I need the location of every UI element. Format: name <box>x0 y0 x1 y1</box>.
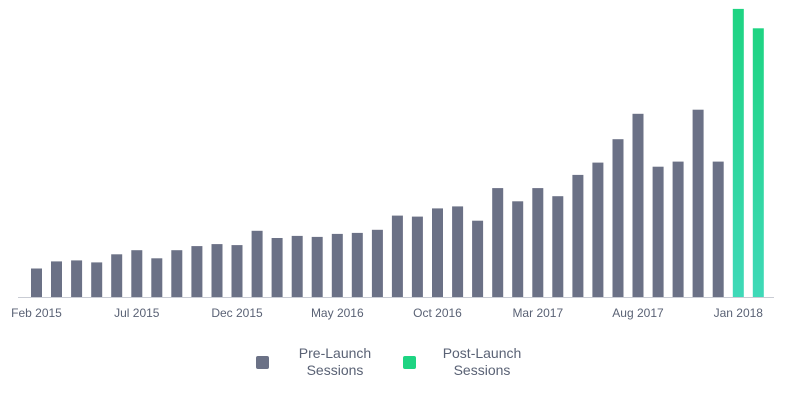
bar-pre-launch-9[interactable] <box>211 244 223 297</box>
bar-pre-launch-2[interactable] <box>71 260 83 297</box>
bar-pre-launch-33[interactable] <box>692 109 704 297</box>
x-axis-ticks: Feb 2015 Jul 2015 Dec 2015 May 2016 Oct 2016… <box>11 306 763 320</box>
legend-label-post-launch: Post-Launch Sessions <box>432 345 532 379</box>
legend-label-pre-launch: Pre-Launch Sessions <box>285 345 385 379</box>
legend-label-pre-line2: Sessions <box>306 362 364 378</box>
bar-pre-launch-0[interactable] <box>31 268 42 298</box>
bar-pre-launch-4[interactable] <box>111 254 123 298</box>
x-tick-label: Oct 2016 <box>413 306 462 320</box>
x-tick-label: Dec 2015 <box>211 306 263 320</box>
legend-label-pre-line1: Pre-Launch <box>298 345 372 361</box>
x-tick-label: Jul 2015 <box>114 306 160 320</box>
bar-pre-launch-20[interactable] <box>432 208 443 297</box>
bar-pre-launch-19[interactable] <box>411 216 423 297</box>
bar-post-launch-36[interactable] <box>752 28 764 298</box>
legend-item-post-launch[interactable]: Post-Launch Sessions <box>403 345 532 379</box>
bar-pre-launch-24[interactable] <box>512 201 524 297</box>
bar-pre-launch-21[interactable] <box>452 206 464 297</box>
bar-pre-launch-12[interactable] <box>271 238 283 297</box>
bar-pre-launch-1[interactable] <box>51 261 62 297</box>
bar-pre-launch-3[interactable] <box>91 262 103 297</box>
bar-pre-launch-8[interactable] <box>191 246 203 297</box>
bar-pre-launch-29[interactable] <box>612 139 624 297</box>
bar-pre-launch-13[interactable] <box>291 235 303 297</box>
x-tick-label: May 2016 <box>311 306 364 320</box>
legend: Pre-Launch Sessions Post-Launch Sessions <box>0 345 792 385</box>
legend-label-post-line1: Post-Launch <box>442 345 522 361</box>
bar-pre-launch-10[interactable] <box>231 245 243 297</box>
x-tick-label: Feb 2015 <box>11 306 62 320</box>
bar-pre-launch-31[interactable] <box>652 166 664 297</box>
bar-pre-launch-11[interactable] <box>251 230 263 297</box>
legend-swatch-post-launch <box>403 355 416 369</box>
bar-pre-launch-30[interactable] <box>632 113 644 297</box>
bar-pre-launch-26[interactable] <box>552 196 564 297</box>
bar-pre-launch-32[interactable] <box>672 161 684 297</box>
bar-pre-launch-14[interactable] <box>311 236 323 297</box>
x-tick-label: Mar 2017 <box>512 306 563 320</box>
bar-pre-launch-22[interactable] <box>472 220 484 297</box>
legend-swatch-pre-launch <box>256 355 269 369</box>
bar-pre-launch-5[interactable] <box>131 250 143 297</box>
bar-pre-launch-25[interactable] <box>532 188 544 297</box>
bar-pre-launch-34[interactable] <box>712 161 724 297</box>
bars-group <box>31 8 764 298</box>
bar-pre-launch-7[interactable] <box>171 250 183 297</box>
legend-label-post-line2: Sessions <box>453 362 511 378</box>
bar-pre-launch-27[interactable] <box>572 174 584 297</box>
bar-pre-launch-23[interactable] <box>492 188 504 297</box>
x-tick-label: Aug 2017 <box>612 306 664 320</box>
bar-pre-launch-18[interactable] <box>391 215 403 297</box>
bar-pre-launch-17[interactable] <box>371 229 383 297</box>
bar-chart: Feb 2015 Jul 2015 Dec 2015 May 2016 Oct 2016… <box>11 8 774 320</box>
bar-pre-launch-15[interactable] <box>331 233 343 297</box>
legend-item-pre-launch[interactable]: Pre-Launch Sessions <box>256 345 385 379</box>
x-tick-label: Jan 2018 <box>714 306 764 320</box>
bar-pre-launch-6[interactable] <box>151 258 163 297</box>
bar-post-launch-35[interactable] <box>732 8 744 298</box>
bar-pre-launch-16[interactable] <box>351 232 363 297</box>
bar-pre-launch-28[interactable] <box>592 162 604 297</box>
